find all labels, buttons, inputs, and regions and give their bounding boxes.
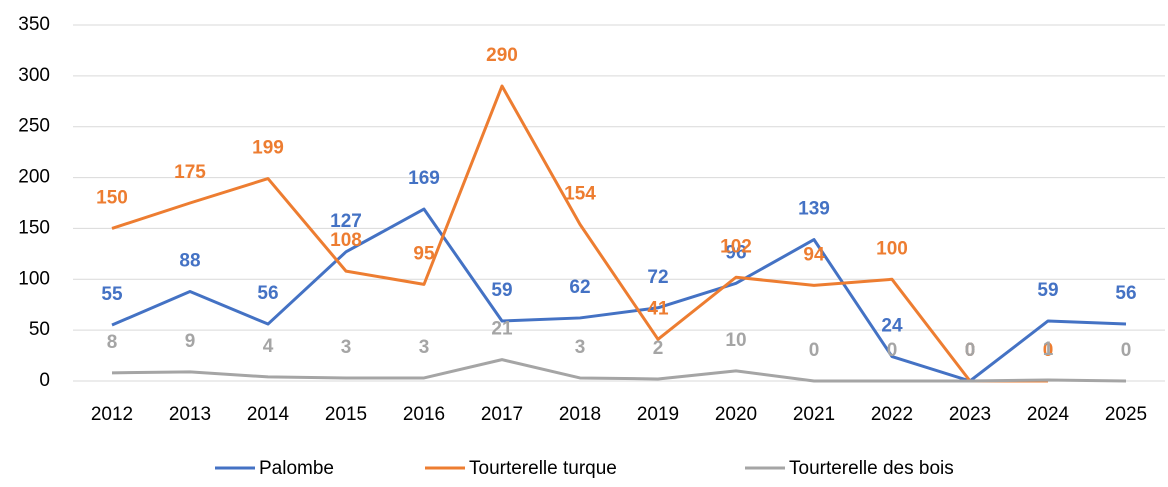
series-line	[111, 84, 1048, 383]
x-tick-label: 2012	[91, 404, 133, 425]
x-tick-label: 2014	[247, 404, 290, 425]
data-label: 21	[491, 319, 513, 340]
data-label: 0	[965, 340, 976, 361]
data-label: 88	[179, 251, 200, 272]
y-tick-label: 300	[18, 65, 50, 86]
y-tick-label: 50	[29, 319, 50, 340]
data-label: 96	[725, 242, 746, 263]
x-tick-label: 2023	[949, 404, 991, 425]
data-label: 175	[174, 162, 206, 183]
data-label: 95	[413, 243, 435, 264]
data-label: 56	[1115, 283, 1136, 304]
legend-label: Tourterelle des bois	[789, 458, 954, 479]
x-tick-label: 2017	[481, 404, 523, 425]
data-label: 9	[185, 331, 196, 352]
data-label: 0	[809, 340, 820, 361]
series-line	[111, 358, 1127, 383]
data-label: 8	[107, 332, 118, 353]
data-label: 0	[887, 340, 898, 361]
x-tick-label: 2022	[871, 404, 913, 425]
x-tick-label: 2019	[637, 404, 679, 425]
y-tick-label: 150	[18, 217, 50, 238]
y-tick-label: 200	[18, 167, 50, 188]
data-label: 290	[486, 45, 518, 66]
data-label: 199	[252, 138, 284, 159]
data-label: 55	[101, 284, 123, 305]
x-tick-label: 2025	[1105, 404, 1147, 425]
data-label: 154	[564, 183, 596, 204]
data-label: 0	[1121, 340, 1132, 361]
data-label: 56	[257, 283, 278, 304]
x-tick-label: 2021	[793, 404, 835, 425]
data-label: 127	[330, 211, 362, 232]
data-label: 3	[575, 337, 586, 358]
data-label: 108	[330, 230, 362, 251]
data-label: 41	[647, 298, 669, 319]
y-tick-label: 350	[18, 14, 50, 35]
data-label: 59	[1037, 280, 1058, 301]
x-tick-label: 2015	[325, 404, 367, 425]
data-label: 1	[1043, 339, 1054, 360]
data-label: 102	[720, 236, 752, 257]
data-label: 100	[876, 238, 908, 259]
x-tick-label: 2016	[403, 404, 445, 425]
data-label: 0	[965, 340, 976, 361]
x-tick-label: 2013	[169, 404, 211, 425]
data-label: 139	[798, 199, 830, 220]
data-label: 150	[96, 187, 128, 208]
data-label: 2	[653, 338, 664, 359]
data-label: 62	[569, 277, 590, 298]
data-label: 59	[491, 280, 512, 301]
data-label: 94	[803, 244, 825, 265]
x-tick-label: 2024	[1027, 404, 1070, 425]
legend-label: Tourterelle turque	[469, 458, 617, 479]
data-label: 4	[263, 336, 274, 357]
y-tick-label: 100	[18, 268, 50, 289]
data-label: 24	[881, 316, 903, 337]
data-label: 3	[419, 337, 430, 358]
data-label: 0	[965, 340, 976, 361]
legend-label: Palombe	[259, 458, 334, 479]
x-tick-label: 2018	[559, 404, 601, 425]
data-label: 0	[1043, 340, 1054, 361]
data-label: 10	[725, 330, 746, 351]
series-line	[111, 207, 1127, 383]
x-tick-label: 2020	[715, 404, 757, 425]
data-label: 3	[341, 337, 352, 358]
data-label: 72	[647, 267, 668, 288]
y-tick-label: 0	[39, 370, 50, 391]
y-tick-label: 250	[18, 116, 50, 137]
data-label: 169	[408, 168, 440, 189]
